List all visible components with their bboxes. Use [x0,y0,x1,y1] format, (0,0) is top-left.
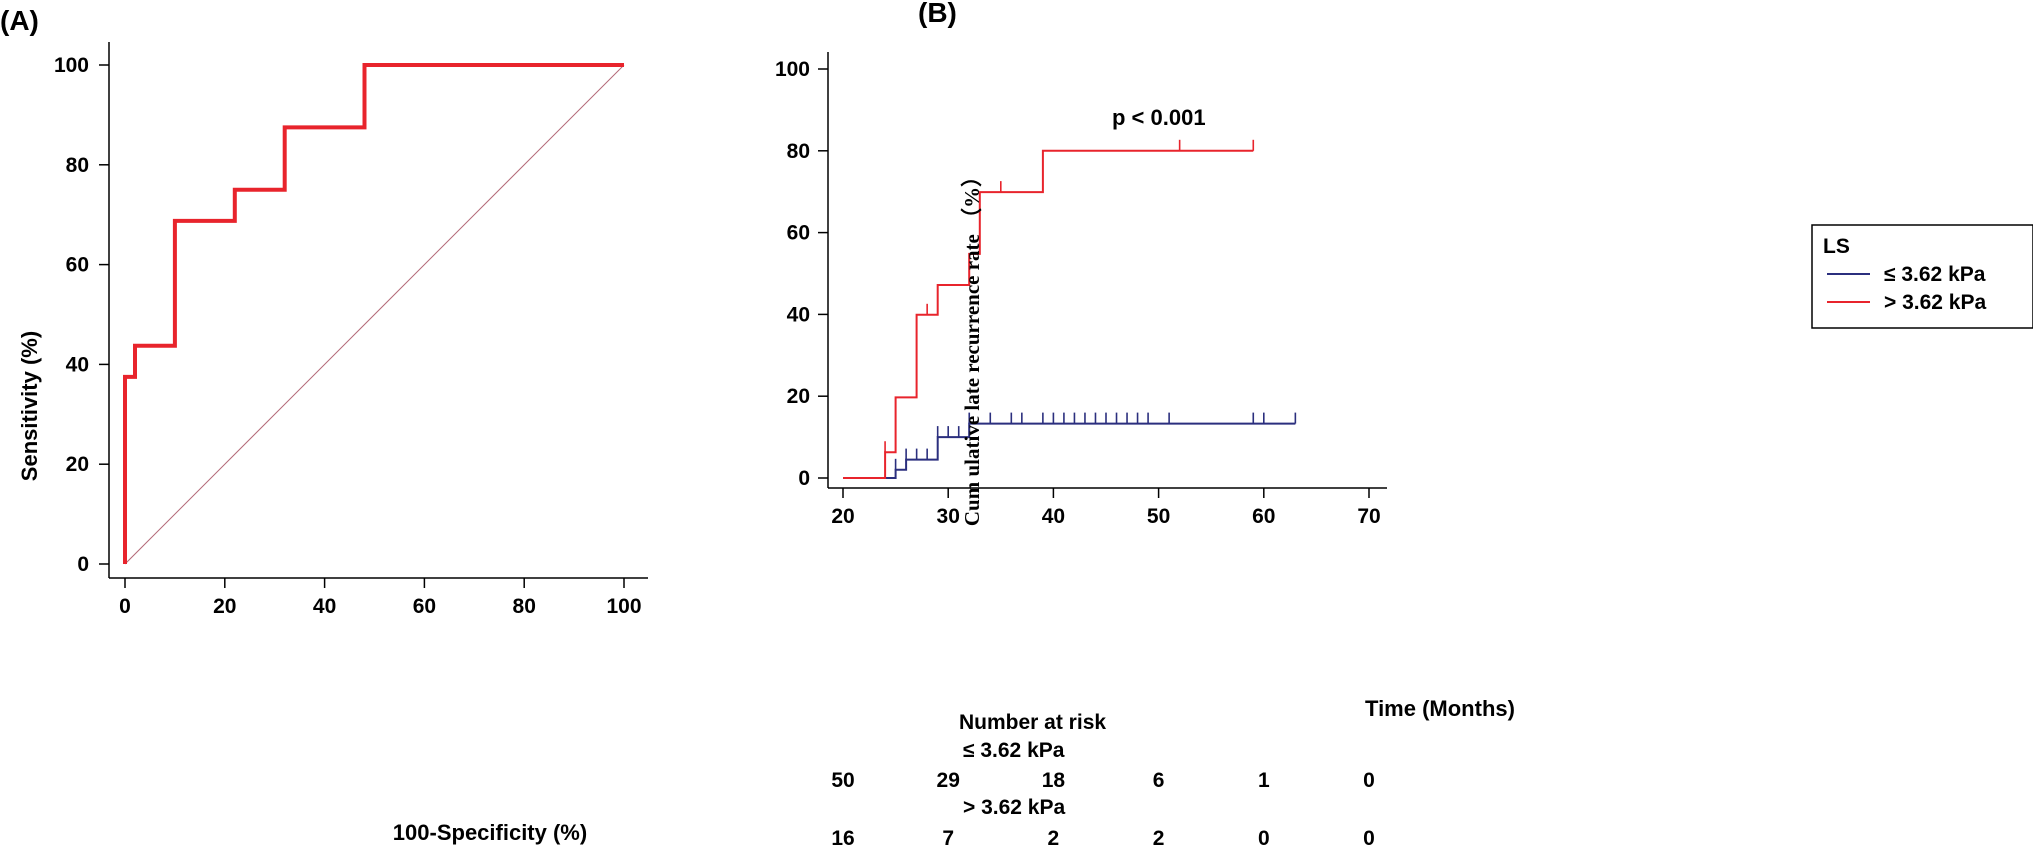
panel-b-x-axis-label: Time (Months) [1365,696,1515,721]
panel-b-axes [827,52,1387,489]
panel-a-y-tick-label: 100 [54,54,89,77]
panel-b-y-tick-label: 20 [787,385,810,408]
panel-a-label: (A) [0,5,39,36]
panel-a-x-tick-label: 0 [119,595,131,618]
panel-a-x-tick-label: 80 [513,595,536,618]
risk-value-high-ls: 2 [1048,827,1060,850]
roc-curve-line [123,63,624,564]
panel-a-ticks: 0 20 40 60 80 100 0 20 40 60 80 100 [54,54,642,618]
risk-value-low-ls: 6 [1153,769,1165,792]
roc-reference-diagonal [124,64,625,565]
panel-a-y-tick-label: 20 [66,453,89,476]
panel-b-y-axis-label: Cum ulative late recurrence rate （%） [960,166,984,526]
panel-b-x-tick-label: 20 [831,505,854,528]
risk-value-low-ls: 50 [831,769,854,792]
p-value-annotation: p < 0.001 [1112,105,1206,130]
risk-value-high-ls: 0 [1363,827,1375,850]
panel-a-y-tick-label: 80 [66,154,89,177]
panel-a-x-tick-label: 40 [313,595,336,618]
panel-b-series [843,139,1297,479]
panel-b-x-tick-label: 50 [1147,505,1170,528]
number-at-risk-table: Number at risk ≤ 3.62 kPa > 3.62 kPa 50 2… [831,711,1375,850]
panel-b-x-tick-label: 40 [1042,505,1065,528]
legend: LS ≤ 3.62 kPa > 3.62 kPa [1811,224,2033,329]
legend-label-high-ls: > 3.62 kPa [1884,291,1986,314]
panel-a-x-tick-label: 20 [213,595,236,618]
risk-value-high-ls: 0 [1258,827,1270,850]
risk-value-high-ls: 7 [942,827,954,850]
risk-value-low-ls: 29 [937,769,960,792]
panel-a-x-tick-label: 100 [606,595,641,618]
risk-row-label-low-ls: ≤ 3.62 kPa [963,739,1065,762]
panel-b-ticks: 0 20 40 60 80 100 20 30 40 50 60 70 [775,58,1381,528]
legend-label-low-ls: ≤ 3.62 kPa [1884,263,1986,286]
risk-table-values: 50 29 18 6 1 0 16 7 2 2 0 0 [831,769,1375,850]
panel-a-x-tick-label: 60 [413,595,436,618]
legend-box [1811,224,2033,329]
panel-a-series [123,63,625,565]
panel-b-x-tick-label: 60 [1252,505,1275,528]
panel-b-y-tick-label: 60 [787,222,810,245]
panel-b-label: (B) [918,0,957,28]
risk-row-label-high-ls: > 3.62 kPa [963,796,1065,819]
risk-value-low-ls: 1 [1258,769,1270,792]
risk-value-high-ls: 16 [831,827,854,850]
legend-title: LS [1823,235,1850,258]
panel-a-y-tick-label: 60 [66,254,89,277]
panel-b-y-tick-label: 40 [787,303,810,326]
risk-table-title: Number at risk [959,711,1106,734]
panel-a-y-tick-label: 0 [77,553,89,576]
risk-value-high-ls: 2 [1153,827,1165,850]
panel-b-y-tick-label: 100 [775,58,810,81]
risk-value-low-ls: 0 [1363,769,1375,792]
panel-a-x-axis-label: 100-Specificity (%) [393,820,587,845]
km-curve-high-ls [843,149,1254,479]
panel-a-roc-chart: (A) 0 20 40 60 80 100 0 20 40 60 80 100 100-Specifi… [0,5,648,845]
panel-b-x-tick-label: 30 [937,505,960,528]
panel-b-x-tick-label: 70 [1357,505,1380,528]
risk-value-low-ls: 18 [1042,769,1066,792]
panel-a-y-axis-label: Sensitivity (%) [17,331,42,481]
panel-b-y-tick-label: 80 [787,140,810,163]
panel-a-y-tick-label: 40 [66,353,89,376]
panel-b-y-tick-label: 0 [798,467,810,490]
panel-a-axes [108,42,648,579]
km-curve-low-ls [843,422,1296,479]
